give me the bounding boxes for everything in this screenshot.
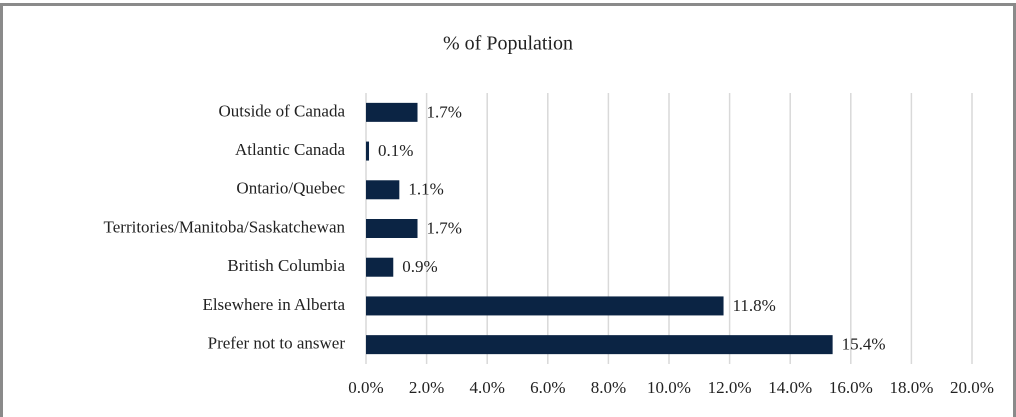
y-tick-label: Elsewhere in Alberta [202, 295, 345, 314]
data-label: 15.4% [842, 335, 886, 354]
chart-title: % of Population [443, 33, 573, 55]
x-tick-label: 2.0% [409, 378, 444, 397]
x-tick-label: 20.0% [950, 378, 994, 397]
x-tick-label: 4.0% [469, 378, 504, 397]
y-tick-label: Atlantic Canada [235, 140, 345, 159]
data-label: 0.1% [378, 141, 413, 160]
data-label: 1.7% [427, 218, 462, 237]
bar [366, 141, 370, 161]
bar [366, 257, 394, 277]
bar [366, 335, 833, 355]
data-label: 0.9% [402, 257, 437, 276]
y-tick-label: Territories/Manitoba/Saskatchewan [104, 217, 346, 236]
data-label: 11.8% [733, 296, 776, 315]
y-tick-label: British Columbia [227, 256, 345, 275]
x-tick-label: 16.0% [829, 378, 873, 397]
y-tick-label: Prefer not to answer [208, 334, 346, 353]
x-tick-label: 0.0% [348, 378, 383, 397]
y-tick-label: Outside of Canada [218, 101, 345, 120]
data-label: 1.1% [408, 180, 443, 199]
bar [366, 180, 400, 200]
x-tick-label: 6.0% [530, 378, 565, 397]
y-tick-label: Ontario/Quebec [236, 179, 345, 198]
x-tick-label: 18.0% [889, 378, 933, 397]
bar [366, 296, 724, 316]
x-tick-label: 14.0% [768, 378, 812, 397]
bar [366, 219, 418, 238]
chart-frame [0, 3, 1016, 417]
bar [366, 102, 418, 122]
data-label: 1.7% [427, 102, 462, 121]
x-tick-label: 10.0% [647, 378, 691, 397]
x-tick-label: 12.0% [708, 378, 752, 397]
x-tick-label: 8.0% [591, 378, 626, 397]
